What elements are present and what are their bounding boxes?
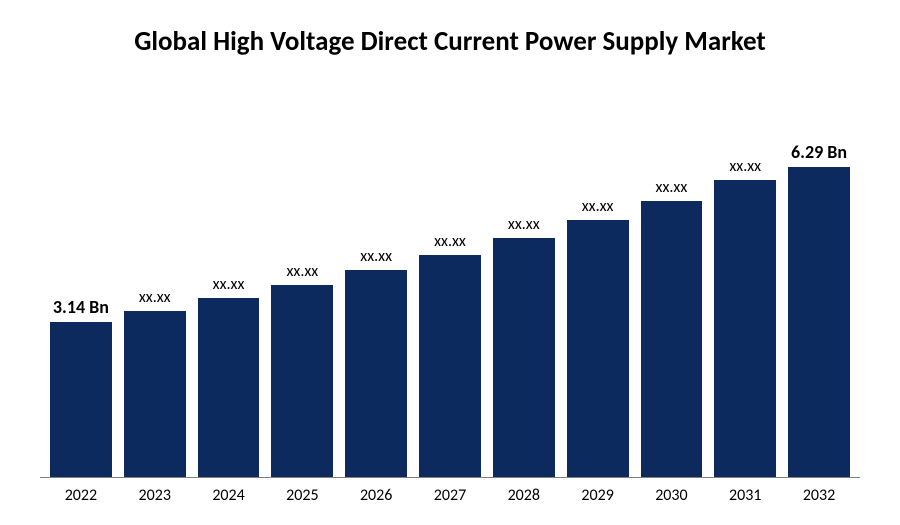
- bar: [567, 220, 629, 477]
- bar-group: xx.xx: [493, 238, 555, 477]
- bar-value-label: 3.14 Bn: [53, 296, 109, 318]
- bar-group: 6.29 Bn: [788, 167, 850, 477]
- x-axis-label: 2032: [788, 486, 850, 505]
- x-axis-label: 2030: [641, 486, 703, 505]
- bar-value-label: xx.xx: [582, 197, 614, 216]
- bar-group: xx.xx: [641, 201, 703, 477]
- bar-group: xx.xx: [124, 311, 186, 477]
- bar-value-label: xx.xx: [729, 157, 761, 176]
- bar-group: 3.14 Bn: [50, 322, 112, 477]
- bar: [124, 311, 186, 477]
- bar-group: xx.xx: [271, 285, 333, 477]
- bar-group: xx.xx: [419, 255, 481, 477]
- bar-value-label: xx.xx: [286, 262, 318, 281]
- x-axis-label: 2022: [50, 486, 112, 505]
- chart-area: 3.14 Bnxx.xxxx.xxxx.xxxx.xxxx.xxxx.xxxx.…: [40, 94, 860, 505]
- bar-group: xx.xx: [567, 220, 629, 477]
- bar: [493, 238, 555, 477]
- bar: [641, 201, 703, 477]
- bar-value-label: xx.xx: [656, 178, 688, 197]
- x-axis-label: 2027: [419, 486, 481, 505]
- bar: [714, 180, 776, 477]
- bar-group: xx.xx: [714, 180, 776, 477]
- bar-value-label: xx.xx: [139, 288, 171, 307]
- x-axis-label: 2025: [271, 486, 333, 505]
- x-axis-label: 2029: [567, 486, 629, 505]
- bar: [271, 285, 333, 477]
- chart-title: Global High Voltage Direct Current Power…: [40, 25, 860, 59]
- x-axis: 2022 2023 2024 2025 2026 2027 2028 2029 2030 2031…: [40, 478, 860, 505]
- x-axis-label: 2031: [714, 486, 776, 505]
- bar: [198, 298, 260, 477]
- bar-group: xx.xx: [345, 270, 407, 477]
- bar-value-label: xx.xx: [434, 232, 466, 251]
- x-axis-label: 2023: [124, 486, 186, 505]
- bar: [788, 167, 850, 477]
- x-axis-label: 2026: [345, 486, 407, 505]
- chart-plot: 3.14 Bnxx.xxxx.xxxx.xxxx.xxxx.xxxx.xxxx.…: [40, 94, 860, 478]
- bar-value-label: xx.xx: [360, 247, 392, 266]
- bar: [419, 255, 481, 477]
- bar-value-label: xx.xx: [213, 275, 245, 294]
- bar-value-label: xx.xx: [508, 215, 540, 234]
- bar: [50, 322, 112, 477]
- bar: [345, 270, 407, 477]
- x-axis-label: 2028: [493, 486, 555, 505]
- bar-value-label: 6.29 Bn: [791, 141, 847, 163]
- x-axis-label: 2024: [198, 486, 260, 505]
- bar-group: xx.xx: [198, 298, 260, 477]
